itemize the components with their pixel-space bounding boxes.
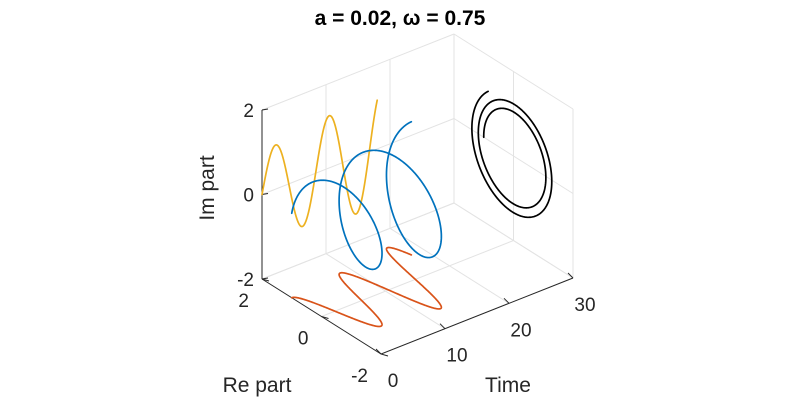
z-tick-label: -2 bbox=[237, 270, 254, 291]
x-tick-label: 30 bbox=[574, 295, 595, 316]
y-tick-label: 2 bbox=[238, 291, 249, 312]
grid-line bbox=[261, 33, 455, 111]
x-tick-label: 10 bbox=[446, 346, 467, 367]
x-axis-line bbox=[380, 277, 574, 355]
grid-line bbox=[261, 202, 455, 280]
z-tick bbox=[261, 108, 269, 111]
x-tick-label: 20 bbox=[510, 320, 531, 341]
z-tick bbox=[261, 193, 269, 195]
z-tick-label: 0 bbox=[243, 186, 254, 207]
y-axis-label: Re part bbox=[223, 374, 292, 397]
z-tick-label: 2 bbox=[243, 101, 254, 122]
z-axis-label: Im part bbox=[196, 155, 219, 221]
im-projection-series bbox=[261, 99, 379, 228]
y-tick-label: -2 bbox=[351, 366, 368, 387]
x-tick bbox=[567, 272, 574, 279]
y-tick bbox=[380, 353, 389, 357]
grid-line bbox=[453, 33, 574, 110]
trajectory-3d-series bbox=[290, 120, 443, 271]
grid-line bbox=[453, 118, 574, 194]
x-tick-label: 0 bbox=[388, 371, 399, 392]
x-tick bbox=[375, 348, 382, 355]
x-axis-label: Time bbox=[485, 374, 531, 397]
grid-line bbox=[321, 240, 514, 317]
y-tick bbox=[261, 278, 270, 282]
grid-line bbox=[453, 202, 574, 279]
phase-projection-series bbox=[471, 90, 553, 219]
grid-lines bbox=[261, 33, 574, 355]
x-tick bbox=[503, 297, 510, 304]
grid-line bbox=[261, 118, 455, 195]
y-tick bbox=[321, 316, 329, 319]
chart-title: a = 0.02, ω = 0.75 bbox=[315, 7, 486, 30]
x-tick bbox=[439, 323, 446, 330]
z-tick bbox=[261, 277, 269, 280]
y-tick-label: 0 bbox=[298, 329, 309, 350]
re-projection-series bbox=[290, 246, 443, 328]
axes-box bbox=[261, 108, 574, 357]
curves bbox=[261, 90, 553, 328]
